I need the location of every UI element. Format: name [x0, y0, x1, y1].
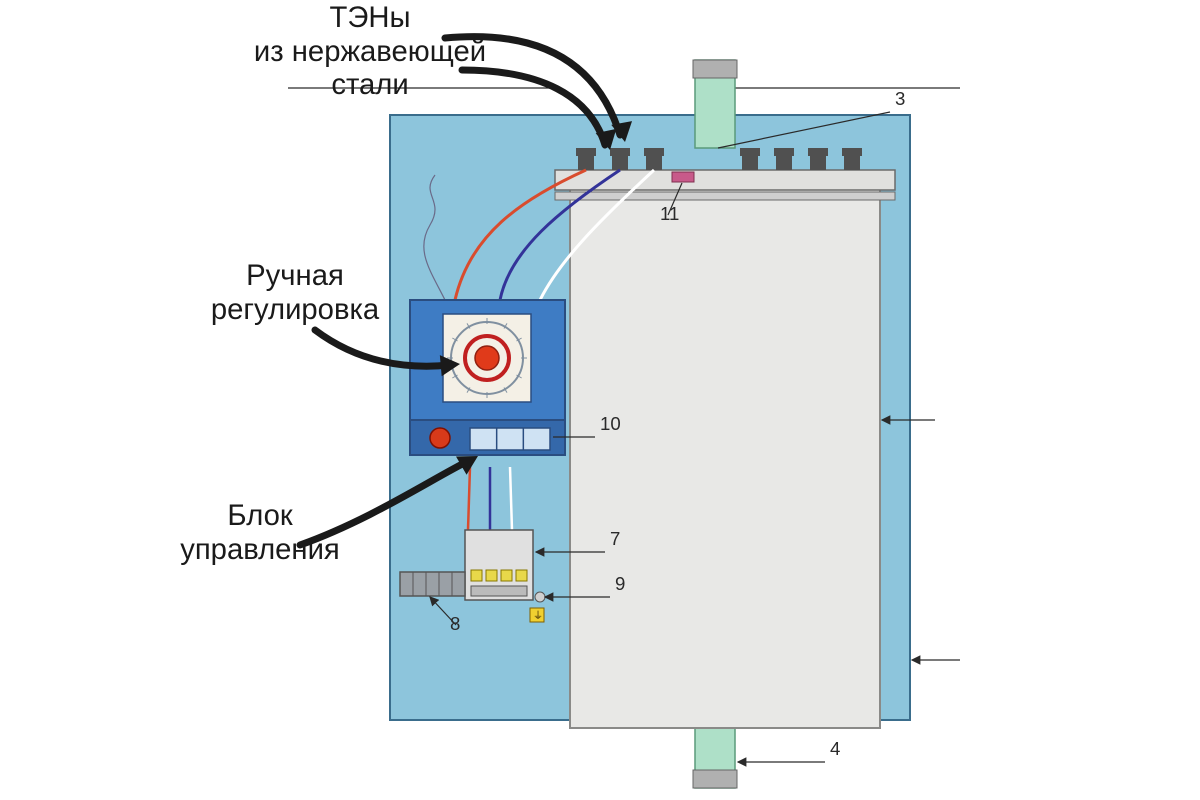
svg-text:⏚: ⏚ — [533, 610, 543, 622]
ref-number: 4 — [830, 738, 840, 759]
sensor — [672, 172, 694, 182]
bolt — [740, 148, 760, 170]
bolt — [842, 148, 862, 170]
callout-manual-adjustment: Ручная регулировка — [145, 260, 445, 327]
power-button — [430, 428, 450, 448]
ref-number: 7 — [610, 528, 620, 549]
ref-number: 3 — [895, 88, 905, 109]
boiler-diagram: ⏚ 3 4 7 8 9 10 11 — [0, 0, 1200, 800]
dial-knob — [475, 346, 499, 370]
pipe-top-nipple — [693, 60, 737, 78]
bolt — [774, 148, 794, 170]
bolt — [610, 148, 630, 170]
tank-body — [570, 188, 880, 728]
bolt — [644, 148, 664, 170]
callout-control-unit: Блок управления — [120, 500, 400, 567]
ref-number: 10 — [600, 413, 621, 434]
terminal-strip — [400, 572, 465, 596]
ref-number: 9 — [615, 573, 625, 594]
bolt — [576, 148, 596, 170]
button-group — [470, 428, 550, 450]
bolt — [808, 148, 828, 170]
callout-heating-elements: ТЭНы из нержавеющей стали — [155, 2, 585, 103]
pipe-bottom-nipple — [693, 770, 737, 788]
indicator-9 — [535, 592, 545, 602]
ref-number: 11 — [660, 203, 679, 224]
ref-number: 8 — [450, 613, 460, 634]
